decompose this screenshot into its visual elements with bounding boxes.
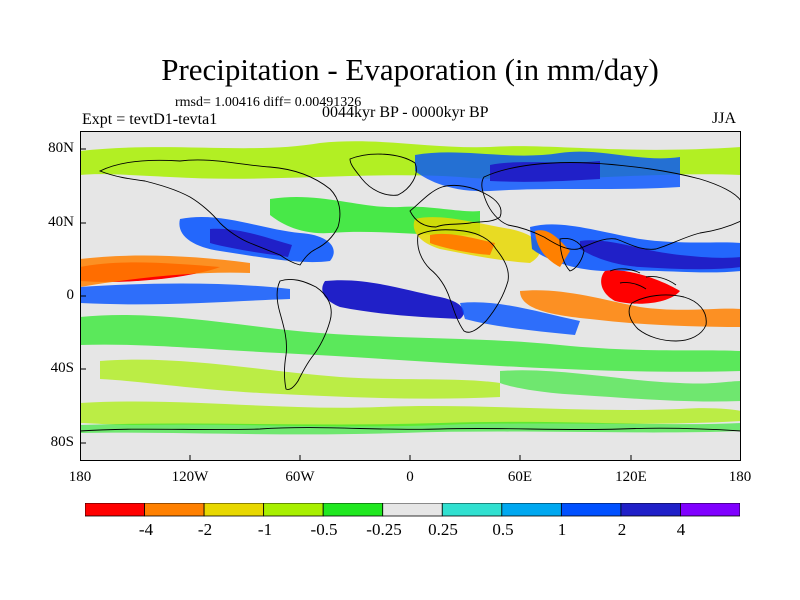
colorbar-cell-9 [560,503,622,517]
world-map [80,131,741,461]
period-label: 0044kyr BP - 0000kyr BP [322,104,489,121]
lat-label-40s: 40S [50,360,74,376]
colorbar-cell-4 [263,503,324,517]
lat-label-80s: 80S [50,434,74,450]
lon-label-180-right: 180 [728,469,752,485]
colorbar-label-5: -0.25 [366,520,402,539]
colorbar-cell-6 [382,503,443,517]
anomaly-fields [80,141,741,435]
colorbar-label-2: -2 [197,520,213,539]
colorbar-cell-10 [620,503,681,517]
plot-title: Precipitation - Evaporation (in mm/day) [161,52,659,87]
rmsd-diff-stats: rmsd= 1.00416 diff= 0.00491326 [175,95,362,110]
colorbar-cell-5 [322,503,384,517]
colorbar-cell-3 [203,503,265,517]
lon-label-60w: 60W [285,469,315,485]
colorbar-cell-7 [441,503,503,517]
lon-label-0: 0 [406,469,414,485]
lat-label-0: 0 [66,287,75,303]
lat-label-80n: 80N [48,140,74,156]
colorbar-cell-2 [144,503,205,517]
colorbar-label-3: -1 [257,520,273,539]
lon-label-120e: 120E [615,469,647,485]
lon-label-120w: 120W [171,469,209,485]
colorbar-label-1: -4 [138,520,154,539]
colorbar-label-9: 2 [617,520,627,539]
colorbar-label-6: 0.25 [428,520,458,539]
season-label: JJA [712,110,737,127]
colorbar-label-7: 0.5 [492,520,514,539]
colorbar-label-4: -0.5 [310,520,338,539]
colorbar-cell-8 [501,503,562,517]
coastlines [80,153,741,432]
lat-label-40n: 40N [48,214,74,230]
colorbar-label-8: 1 [557,520,567,539]
experiment-label: Expt = tevtD1-tevta1 [82,111,218,128]
lon-label-60e: 60E [507,469,533,485]
colorbar-cell-11 [680,503,740,517]
lon-label-180-left: 180 [68,469,92,485]
tick-marks [80,148,632,461]
colorbar-label-10: 4 [676,520,686,539]
colorbar-cell-1 [85,503,145,517]
colorbar [85,503,740,517]
